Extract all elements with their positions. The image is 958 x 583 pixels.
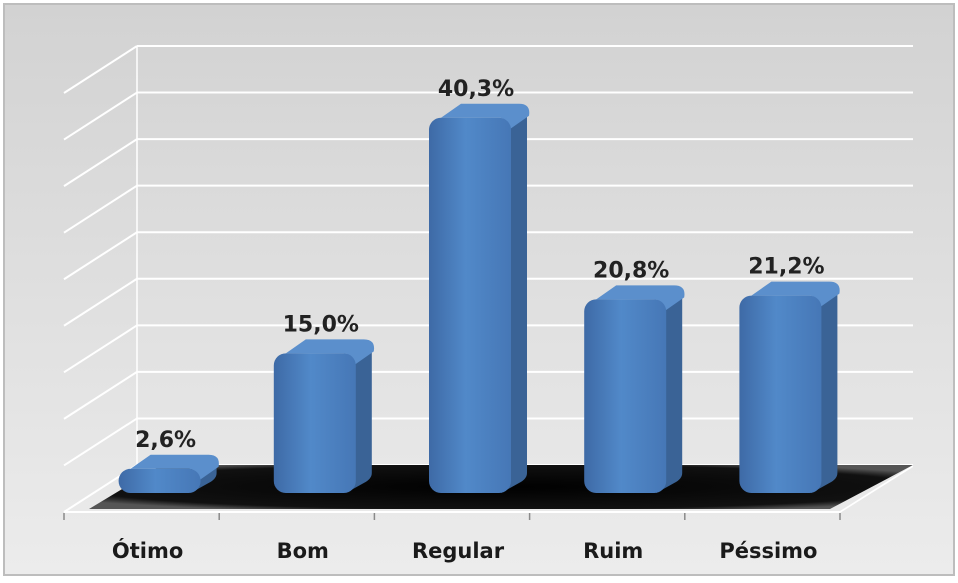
gridline-side: [63, 91, 138, 141]
gridline-side: [63, 231, 138, 281]
category-label-3: Regular: [412, 539, 505, 563]
bar-front: [118, 468, 201, 493]
gridline-side: [63, 371, 138, 420]
bar-front: [739, 295, 822, 493]
bar-1: [118, 454, 219, 493]
gridline-side: [63, 417, 138, 467]
bar-2: [273, 339, 375, 493]
gridline-side: [63, 138, 138, 187]
gridline-side: [63, 277, 138, 327]
data-label-4: 20,8%: [593, 258, 669, 283]
gridline-side: [63, 324, 138, 374]
data-label-2: 15,0%: [283, 312, 359, 337]
category-label-1: Ótimo: [112, 538, 183, 563]
bar-5: [739, 281, 840, 493]
bar-3: [429, 103, 530, 494]
data-label-3: 40,3%: [438, 77, 514, 102]
category-label-4: Ruim: [583, 539, 643, 563]
bars-group: [118, 103, 840, 494]
data-label-1: 2,6%: [135, 428, 196, 453]
x-axis: Ótimo Bom Regular Ruim Péssimo: [63, 513, 841, 563]
bar-front: [584, 299, 667, 493]
gridline-side: [63, 184, 138, 234]
category-label-5: Péssimo: [719, 539, 817, 563]
data-label-5: 21,2%: [748, 255, 824, 280]
data-labels-group: 2,6% 15,0% 40,3% 20,8% 21,2%: [135, 77, 824, 453]
bar-4: [584, 285, 685, 493]
bar-front: [429, 117, 511, 494]
bar-front: [273, 353, 356, 493]
gridline-side: [63, 45, 138, 94]
category-label-2: Bom: [277, 539, 329, 563]
